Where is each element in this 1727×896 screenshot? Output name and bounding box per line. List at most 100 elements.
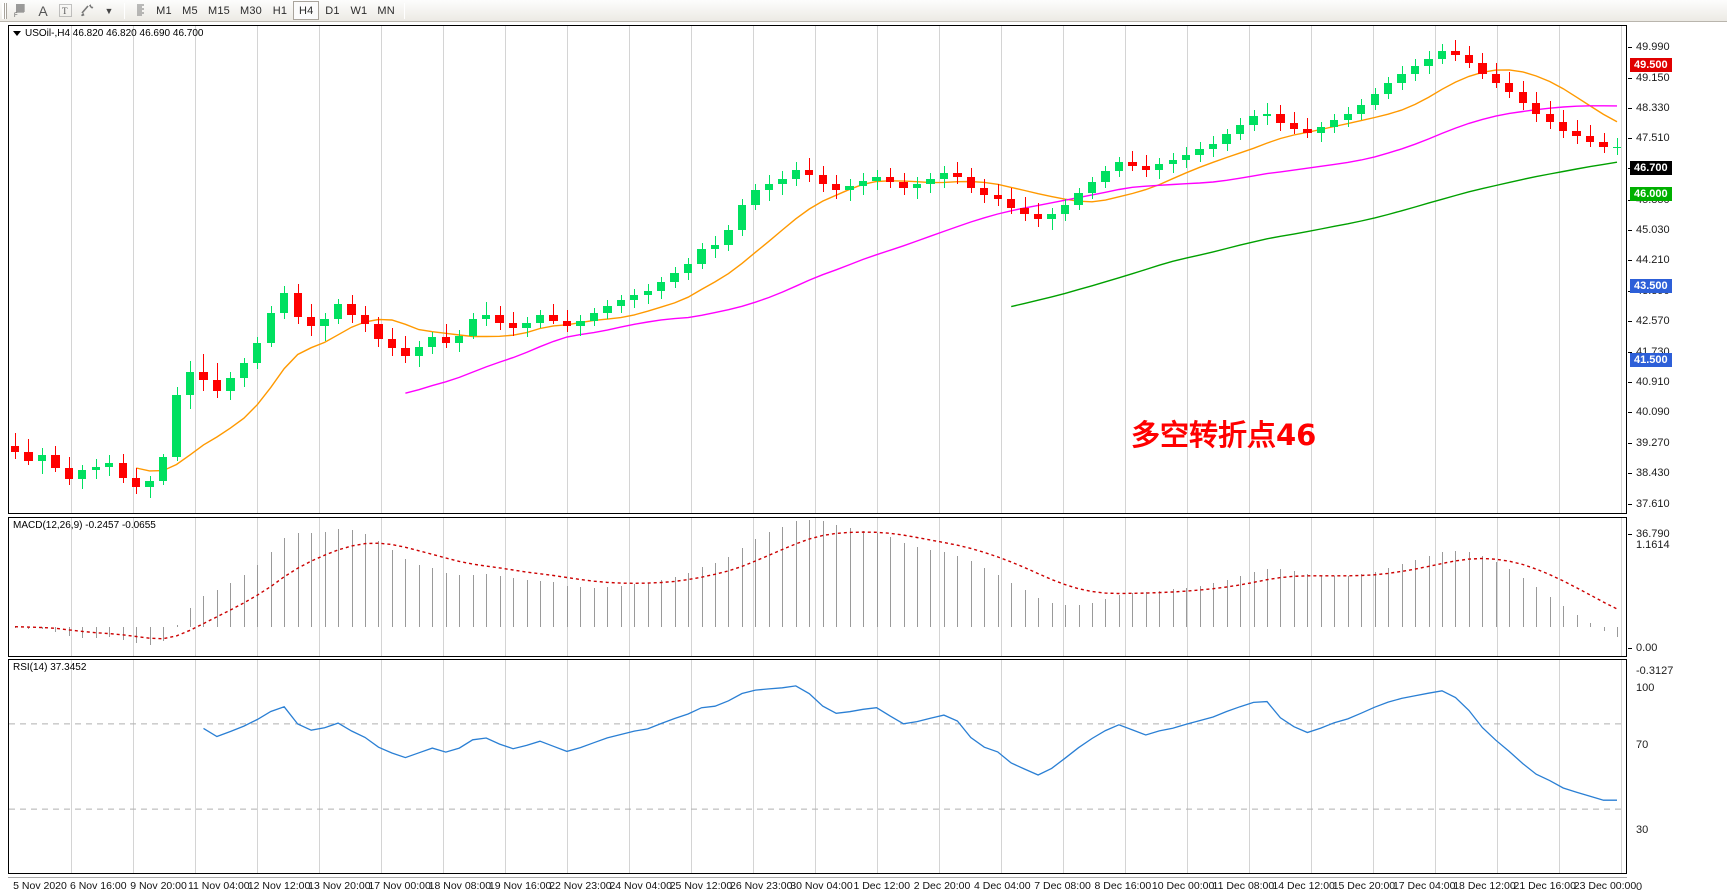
crosshair-f-icon[interactable]: F	[10, 1, 32, 21]
price-badge-41.500[interactable]: 41.500	[1630, 353, 1672, 368]
svg-text:F: F	[14, 13, 18, 18]
text-A-icon[interactable]: A	[38, 2, 48, 19]
time-axis[interactable]: 5 Nov 2020 6 Nov 16:00 9 Nov 20:00 11 Nov 0…	[8, 877, 1636, 894]
time-axis-label: 30 Nov 04:00	[790, 880, 853, 892]
candle-down	[306, 317, 316, 327]
price-axis-label: 44.210	[1636, 254, 1670, 267]
chart-area[interactable]: USOil-,H4 46.820 46.820 46.690 46.700 多空…	[0, 22, 1727, 893]
timeframe-m5[interactable]: M5	[182, 4, 198, 17]
gridline-vertical	[1497, 660, 1498, 873]
gridline-vertical	[691, 518, 692, 656]
candle-down	[1303, 128, 1312, 133]
macd-histogram-bar	[486, 573, 487, 627]
price-axis-label: 42.570	[1636, 314, 1670, 327]
axis-tick	[1628, 412, 1632, 414]
time-axis-label: 8 Dec 16:00	[1094, 880, 1152, 892]
macd-histogram-bar	[998, 574, 999, 627]
candle-down	[131, 477, 141, 487]
gridline-vertical	[443, 660, 444, 873]
gridline-vertical	[1125, 660, 1126, 873]
price-badge-46.700[interactable]: 46.700	[1630, 161, 1672, 176]
dropdown-caret-icon[interactable]: ▼	[104, 5, 114, 16]
candle-wick	[150, 475, 151, 498]
timeframe-h4[interactable]: H4	[293, 1, 320, 20]
axis-tick	[1628, 260, 1632, 262]
price-chart-panel[interactable]: USOil-,H4 46.820 46.820 46.690 46.700 多空…	[8, 25, 1627, 514]
gridline-vertical	[1373, 660, 1374, 873]
candle-up	[751, 189, 760, 205]
candle-up	[522, 322, 531, 329]
macd-indicator-panel[interactable]: MACD(12,26,9) -0.2457 -0.0655	[8, 517, 1627, 657]
candle-up	[616, 300, 625, 307]
objects-icon[interactable]	[76, 1, 98, 21]
macd-histogram-bar	[1267, 569, 1268, 627]
macd-histogram-bar	[1415, 559, 1416, 627]
gridline-vertical	[1621, 518, 1622, 656]
candle-up	[145, 481, 154, 487]
macd-histogram-bar	[1213, 583, 1214, 627]
price-axis-label: 37.610	[1636, 497, 1670, 510]
macd-histogram-bar	[1052, 602, 1053, 627]
gridline-vertical	[753, 660, 754, 873]
macd-histogram-bar	[957, 555, 958, 627]
gridline-vertical	[1621, 660, 1622, 873]
timeframe-m30[interactable]: M30	[240, 4, 262, 17]
macd-histogram-bar	[580, 587, 581, 627]
macd-histogram-bar	[1119, 595, 1120, 627]
rsi-axis-label: 100	[1636, 682, 1655, 694]
candle-up	[226, 377, 235, 391]
macd-histogram-bar	[648, 582, 649, 627]
macd-histogram-bar	[392, 549, 393, 627]
periodicity-icon[interactable]	[129, 1, 151, 21]
timeframe-h1[interactable]: H1	[272, 4, 288, 17]
gridline-vertical	[71, 26, 72, 513]
candle-up	[1437, 51, 1447, 59]
collapse-caret-icon[interactable]	[13, 30, 21, 36]
macd-histogram-bar	[769, 532, 770, 627]
macd-histogram-bar	[823, 521, 824, 627]
time-axis-label: 11 Dec 08:00	[1212, 880, 1275, 892]
timeframe-mn[interactable]: MN	[377, 4, 395, 17]
rsi-indicator-panel[interactable]: RSI(14) 37.3452	[8, 659, 1627, 874]
macd-histogram-bar	[325, 531, 326, 627]
macd-histogram-bar	[1375, 571, 1376, 627]
price-axis[interactable]: 49.99049.15048.33047.51045.85045.03044.2…	[1628, 41, 1727, 540]
rsi-axis-label: 70	[1636, 738, 1649, 751]
candle-up	[697, 248, 706, 264]
price-badge-49.500[interactable]: 49.500	[1630, 58, 1672, 73]
toolbar-drag-handle[interactable]	[2, 2, 7, 19]
toolbar-separator-1	[124, 2, 125, 19]
gridline-vertical	[257, 660, 258, 873]
price-panel-header-text: USOil-,H4 46.820 46.820 46.690 46.700	[25, 28, 204, 39]
candle-up	[1114, 162, 1124, 172]
toolbar-separator-2	[403, 2, 405, 19]
macd-histogram-bar	[809, 519, 810, 627]
macd-histogram-bar	[405, 558, 406, 627]
main-toolbar: F A T ▼ M1 M5 M15 M30 H1 H4 D1 W1 MN	[0, 0, 1727, 22]
price-axis-label: 49.990	[1636, 41, 1670, 53]
timeframe-w1[interactable]: W1	[350, 4, 368, 17]
macd-histogram-bar	[1388, 567, 1389, 627]
macd-histogram-bar	[755, 539, 756, 627]
gridline-vertical	[443, 518, 444, 656]
price-badge-46.000[interactable]: 46.000	[1630, 187, 1672, 202]
svg-text:T: T	[62, 6, 68, 16]
candle-down	[1491, 73, 1500, 83]
candle-up	[1249, 116, 1258, 126]
timeframe-m15[interactable]: M15	[208, 4, 230, 17]
macd-histogram-bar	[1402, 563, 1403, 627]
time-axis-label: 18 Nov 08:00	[428, 880, 492, 892]
macd-histogram-bar	[177, 624, 178, 627]
price-badge-43.500[interactable]: 43.500	[1630, 279, 1672, 294]
candle-down	[1532, 103, 1541, 115]
candle-up	[280, 293, 289, 314]
candle-up	[333, 304, 343, 319]
rsi-line-series	[9, 685, 1626, 810]
timeframe-d1[interactable]: D1	[325, 4, 340, 17]
macd-histogram-bar	[836, 524, 837, 627]
text-label-icon[interactable]: T	[54, 1, 76, 21]
macd-panel-header: MACD(12,26,9) -0.2457 -0.0655	[13, 520, 156, 531]
timeframe-m1[interactable]: M1	[156, 4, 172, 17]
candle-up	[455, 335, 464, 343]
price-axis-label: 40.910	[1636, 375, 1670, 388]
